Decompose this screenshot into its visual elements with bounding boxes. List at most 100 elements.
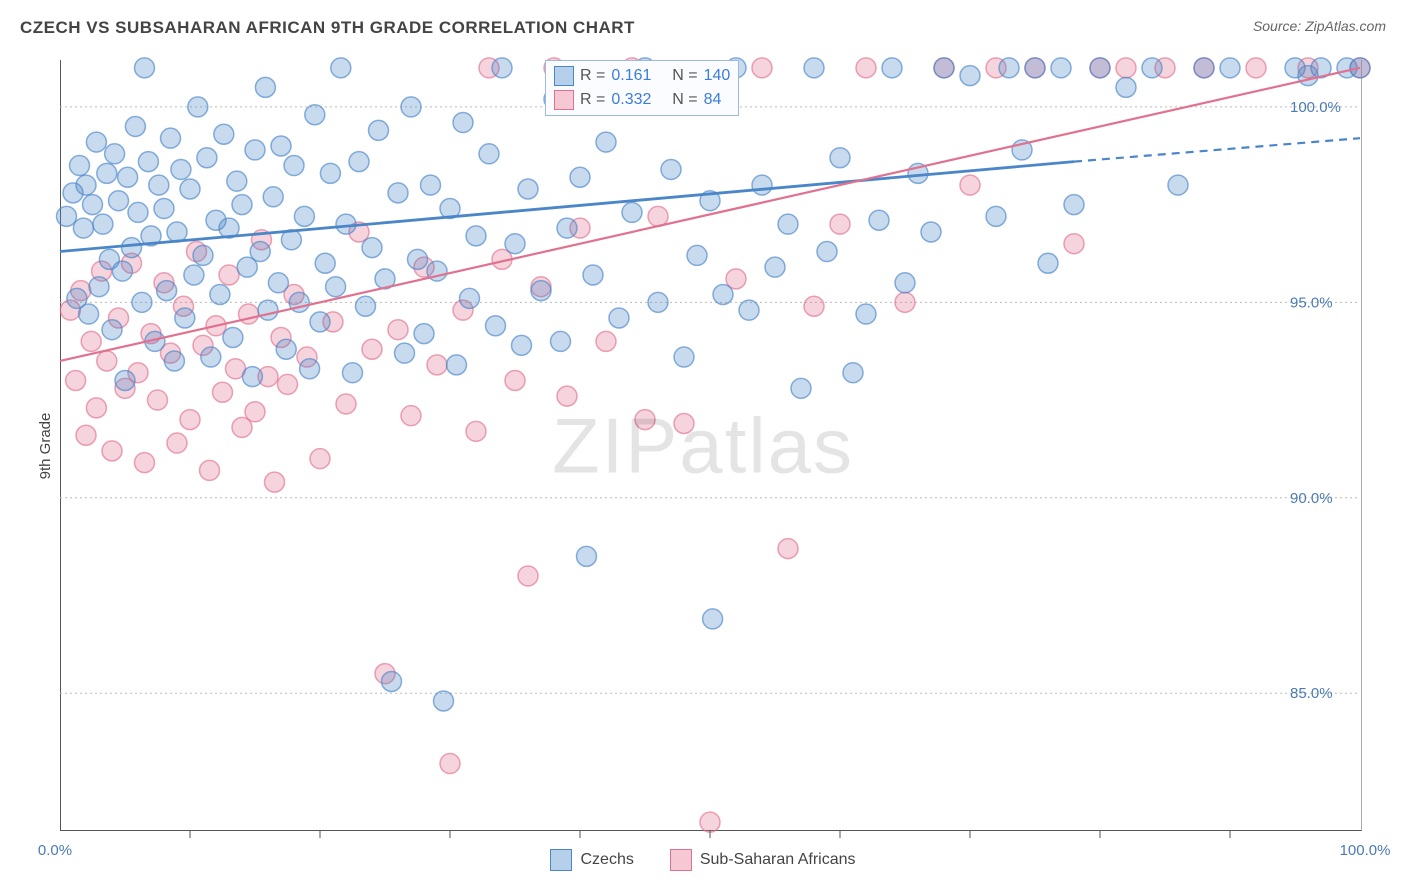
scatter-point xyxy=(895,273,915,293)
scatter-point xyxy=(551,331,571,351)
scatter-point xyxy=(245,140,265,160)
scatter-point xyxy=(76,425,96,445)
scatter-point xyxy=(512,335,532,355)
scatter-point xyxy=(401,406,421,426)
scatter-point xyxy=(1064,195,1084,215)
scatter-point xyxy=(856,304,876,324)
legend: CzechsSub-Saharan Africans xyxy=(0,849,1406,876)
scatter-point xyxy=(271,136,291,156)
scatter-point xyxy=(258,300,278,320)
scatter-point xyxy=(986,206,1006,226)
scatter-point xyxy=(1116,77,1136,97)
scatter-point xyxy=(213,382,233,402)
scatter-point xyxy=(138,152,158,172)
scatter-point xyxy=(1038,253,1058,273)
scatter-point xyxy=(115,371,135,391)
scatter-point xyxy=(882,58,902,78)
scatter-point xyxy=(245,402,265,422)
scatter-point xyxy=(164,351,184,371)
scatter-point xyxy=(223,328,243,348)
y-axis-label: 9th Grade xyxy=(37,413,54,480)
scatter-point xyxy=(765,257,785,277)
scatter-point xyxy=(135,58,155,78)
scatter-point xyxy=(401,97,421,117)
scatter-point xyxy=(180,179,200,199)
scatter-point xyxy=(193,245,213,265)
scatter-point xyxy=(713,285,733,305)
scatter-point xyxy=(700,812,720,832)
scatter-point xyxy=(284,156,304,176)
scatter-point xyxy=(305,105,325,125)
scatter-point xyxy=(830,214,850,234)
scatter-point xyxy=(434,691,454,711)
svg-text:90.0%: 90.0% xyxy=(1290,490,1333,507)
scatter-point xyxy=(577,546,597,566)
scatter-point xyxy=(331,58,351,78)
scatter-point xyxy=(570,167,590,187)
scatter-point xyxy=(934,58,954,78)
scatter-point xyxy=(466,421,486,441)
scatter-point xyxy=(276,339,296,359)
scatter-point xyxy=(227,171,247,191)
svg-text:100.0%: 100.0% xyxy=(1290,99,1341,116)
scatter-point xyxy=(648,206,668,226)
scatter-point xyxy=(349,152,369,172)
scatter-point xyxy=(382,671,402,691)
scatter-point xyxy=(1142,58,1162,78)
scatter-point xyxy=(232,195,252,215)
stats-row: R = 0.161 N = 140 xyxy=(554,64,730,88)
scatter-point xyxy=(960,66,980,86)
scatter-point xyxy=(1220,58,1240,78)
scatter-point xyxy=(315,253,335,273)
scatter-point xyxy=(388,183,408,203)
scatter-point xyxy=(310,312,330,332)
scatter-point xyxy=(1194,58,1214,78)
scatter-point xyxy=(427,355,447,375)
scatter-point xyxy=(596,132,616,152)
scatter-point xyxy=(466,226,486,246)
scatter-point xyxy=(171,159,191,179)
scatter-point xyxy=(294,206,314,226)
scatter-point xyxy=(921,222,941,242)
scatter-point xyxy=(89,277,109,297)
scatter-point xyxy=(300,359,320,379)
trend-line-extrapolated xyxy=(1074,138,1360,161)
scatter-point xyxy=(1025,58,1045,78)
scatter-point xyxy=(674,414,694,434)
scatter-point xyxy=(999,58,1019,78)
scatter-point xyxy=(817,242,837,262)
scatter-point xyxy=(622,202,642,222)
scatter-point xyxy=(128,202,148,222)
scatter-point xyxy=(1064,234,1084,254)
scatter-point xyxy=(148,390,168,410)
scatter-point xyxy=(112,261,132,281)
scatter-point xyxy=(86,398,106,418)
scatter-point xyxy=(97,163,117,183)
scatter-point xyxy=(440,754,460,774)
scatter-point xyxy=(197,148,217,168)
stats-row: R = 0.332 N = 84 xyxy=(554,88,730,112)
legend-item: Sub-Saharan Africans xyxy=(670,849,856,871)
scatter-point xyxy=(83,195,103,215)
scatter-point xyxy=(356,296,376,316)
source-credit: Source: ZipAtlas.com xyxy=(1253,18,1386,34)
scatter-point xyxy=(263,187,283,207)
scatter-point xyxy=(57,206,77,226)
legend-swatch xyxy=(554,90,574,110)
scatter-point xyxy=(1168,175,1188,195)
scatter-point xyxy=(505,234,525,254)
scatter-point xyxy=(167,222,187,242)
scatter-point xyxy=(661,159,681,179)
scatter-point xyxy=(960,175,980,195)
scatter-point xyxy=(79,304,99,324)
scatter-point xyxy=(486,316,506,336)
scatter-point xyxy=(791,378,811,398)
scatter-point xyxy=(210,285,230,305)
scatter-point xyxy=(250,242,270,262)
scatter-point xyxy=(674,347,694,367)
scatter-point xyxy=(518,179,538,199)
scatter-point xyxy=(804,58,824,78)
scatter-point xyxy=(125,116,145,136)
scatter-point xyxy=(362,339,382,359)
scatter-point xyxy=(73,218,93,238)
